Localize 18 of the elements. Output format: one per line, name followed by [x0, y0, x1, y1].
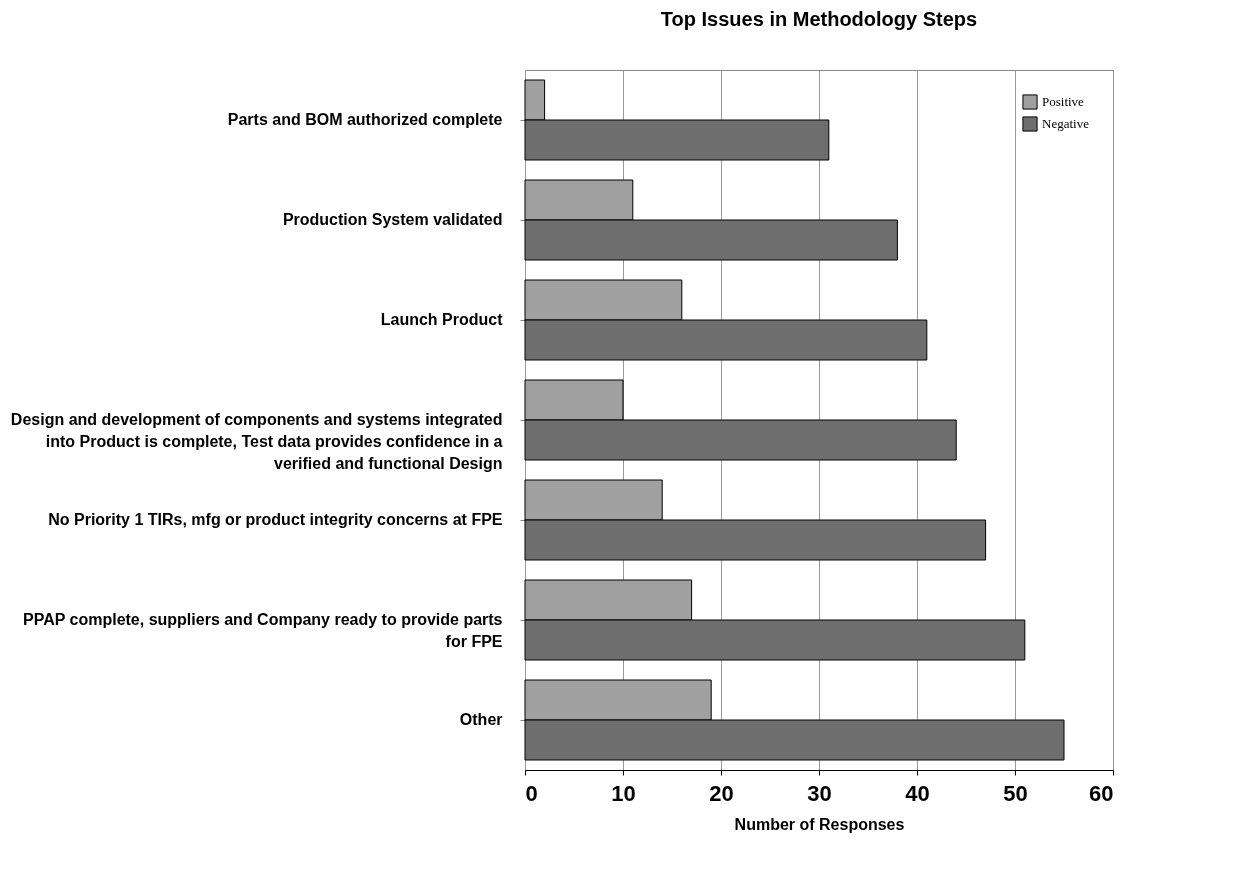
y-tick-label: PPAP complete, suppliers and Company ready to provide parts for FPE — [22, 611, 503, 650]
x-tick-label: 40 — [905, 780, 930, 806]
y-tick-label: Design and development of components and systems integrated into Product is complete, Test data provides confidence in a verified and functional Design — [10, 411, 503, 472]
x-tick-label: 30 — [807, 780, 832, 806]
y-tick-label: Production System validated — [282, 211, 503, 228]
x-tick-label: 0 — [525, 780, 538, 806]
y-tick-label: Other — [459, 711, 503, 728]
y-tick-label: Launch Product — [380, 311, 504, 328]
legend-label: Positive — [1042, 94, 1085, 109]
x-tick-label: 50 — [1003, 780, 1028, 806]
legend-label: Negative — [1042, 116, 1090, 131]
x-tick-label: 10 — [611, 780, 636, 806]
chart-title: Top Issues in Methodology Steps — [660, 8, 978, 30]
x-tick-label: 60 — [1089, 780, 1114, 806]
x-axis-title: Number of Responses — [734, 815, 905, 833]
y-tick-label: Parts and BOM authorized complete — [227, 111, 503, 128]
y-tick-label: No Priority 1 TIRs, mfg or product integrity concerns at FPE — [48, 511, 503, 528]
x-tick-label: 20 — [709, 780, 734, 806]
